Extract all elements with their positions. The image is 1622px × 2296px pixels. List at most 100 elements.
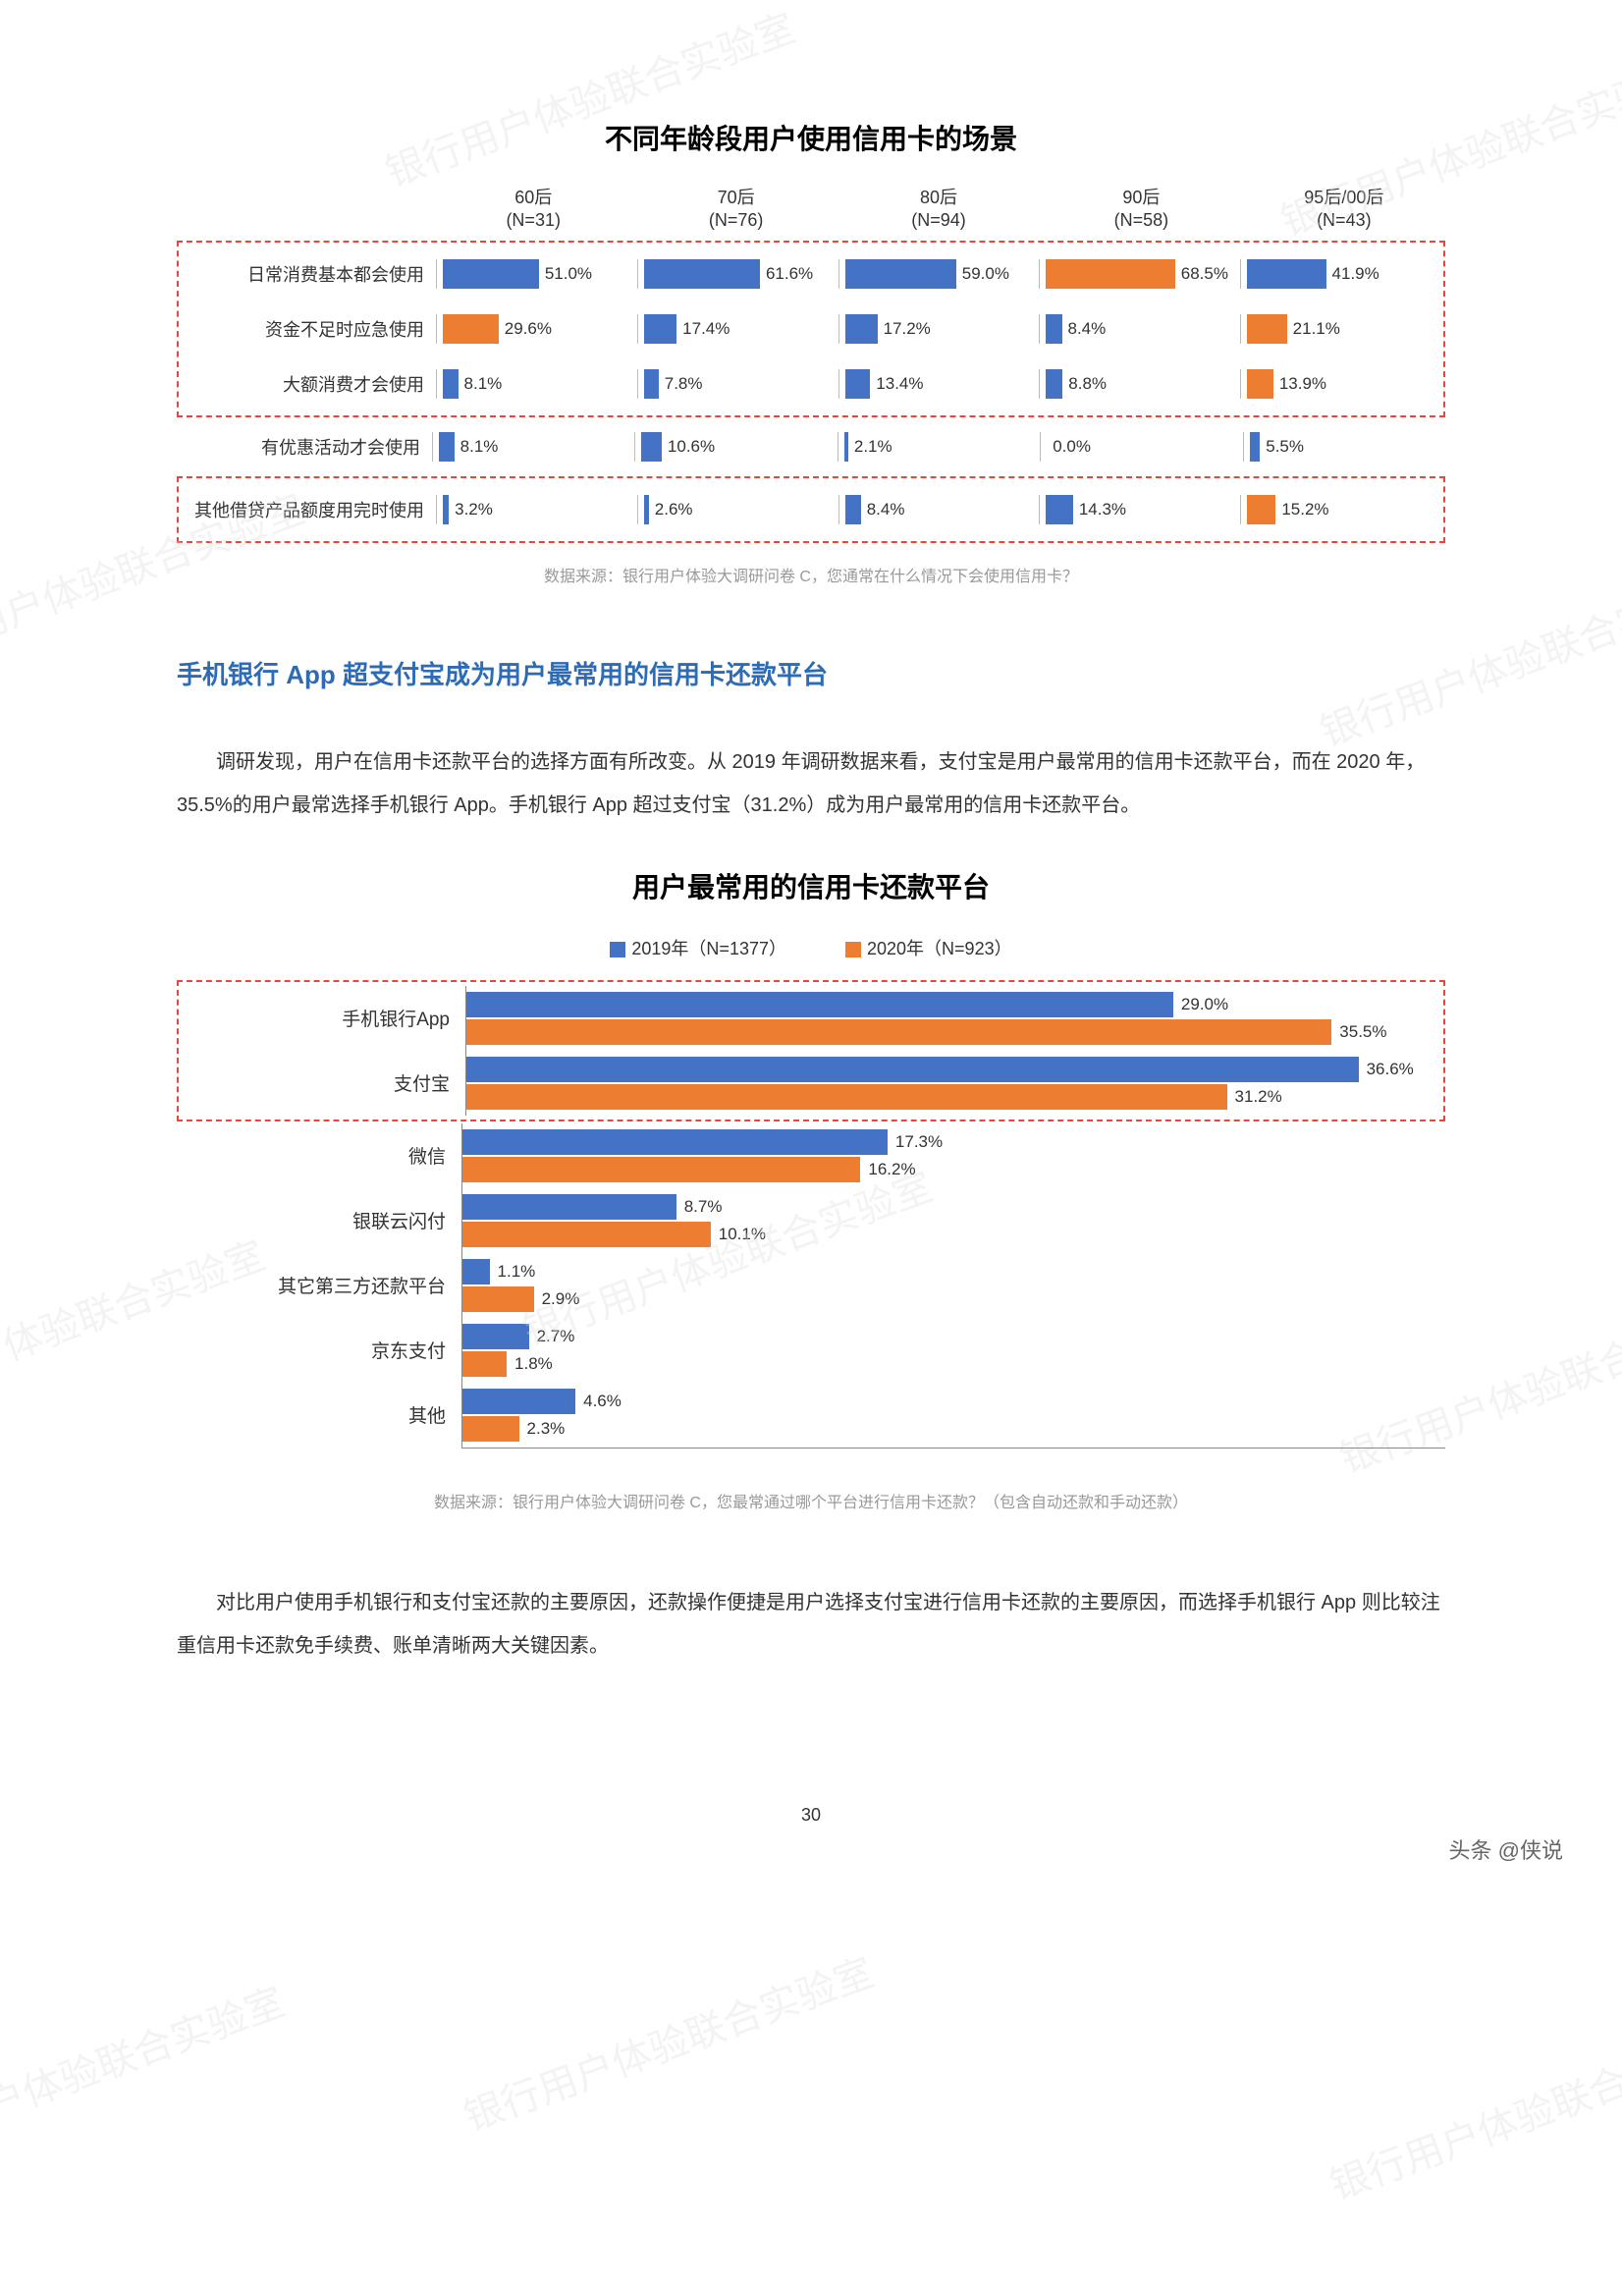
chart1-bar-value: 13.9%	[1279, 374, 1326, 394]
chart2-bar	[466, 1057, 1359, 1082]
chart2-bar-value: 2.7%	[537, 1327, 575, 1346]
chart1-bar-value: 10.6%	[668, 437, 715, 457]
chart1-bar-value: 3.2%	[455, 500, 493, 519]
legend-label: 2019年（N=1377）	[631, 939, 786, 958]
chart1-row-label: 大额消费才会使用	[181, 371, 436, 397]
chart1-col-label: 95后/00后	[1304, 188, 1383, 207]
chart1-bar-value: 8.8%	[1068, 374, 1107, 394]
chart1-bar-value: 59.0%	[962, 264, 1009, 284]
chart1-cell: 8.4%	[1039, 314, 1240, 344]
chart1-cell: 10.6%	[634, 432, 837, 462]
chart1-bar-value: 7.8%	[665, 374, 703, 394]
paragraph-2: 对比用户使用手机银行和支付宝还款的主要原因，还款操作便捷是用户选择支付宝进行信用…	[177, 1581, 1445, 1667]
chart1-bar	[1046, 495, 1072, 524]
chart1-cell: 21.1%	[1240, 314, 1441, 344]
watermark: 银行用户体验联合实验室	[455, 1941, 880, 2143]
chart2-row: 其他4.6%2.3%	[177, 1383, 1445, 1448]
chart2-bar	[462, 1194, 676, 1220]
chart1-bar	[845, 314, 878, 344]
chart2-bar-value: 29.0%	[1181, 995, 1228, 1014]
chart1-bar-value: 17.2%	[884, 319, 931, 339]
chart1-bar-value: 51.0%	[545, 264, 592, 284]
chart1-col-label: 80后	[920, 188, 957, 207]
chart2-row: 京东支付 2.7% 1.8%	[177, 1318, 1445, 1383]
chart2-bar-value: 8.7%	[684, 1197, 723, 1217]
chart1-bar	[844, 432, 848, 462]
footer-credit: 头条 @侠说	[1449, 1833, 1563, 1865]
chart1-bar	[845, 259, 956, 289]
paragraph-1: 调研发现，用户在信用卡还款平台的选择方面有所改变。从 2019 年调研数据来看，…	[177, 740, 1445, 827]
chart1-cell: 8.8%	[1039, 369, 1240, 399]
chart1-col-label: 70后	[718, 188, 755, 207]
chart2-bar-value: 4.6%	[583, 1392, 622, 1411]
chart1-title: 不同年龄段用户使用信用卡的场景	[177, 118, 1445, 157]
chart1-row-label: 有优惠活动才会使用	[177, 434, 432, 460]
chart1-col-n: (N=31)	[432, 209, 634, 232]
chart2-bar-value: 1.8%	[514, 1354, 553, 1374]
chart2-bar-value: 36.6%	[1367, 1060, 1414, 1079]
chart2-row-label: 微信	[177, 1142, 461, 1169]
chart1-bar-value: 2.6%	[655, 500, 693, 519]
chart1-cell: 8.1%	[436, 369, 637, 399]
chart1-cell: 41.9%	[1240, 259, 1441, 289]
chart1-bar-value: 17.4%	[682, 319, 730, 339]
chart1-bar	[644, 314, 676, 344]
chart1-bar	[1046, 259, 1174, 289]
watermark: 银行用户体验联合实验室	[1321, 2010, 1622, 2212]
chart2-legend-item: 2020年（N=923）	[845, 939, 1012, 958]
chart1-col-header: 95后/00后 (N=43)	[1243, 187, 1445, 233]
chart2-bar	[462, 1259, 490, 1285]
chart1-bar-value: 21.1%	[1293, 319, 1340, 339]
chart1-col-header: 90后(N=58)	[1040, 187, 1242, 233]
chart1-bar	[1247, 314, 1286, 344]
chart2-row-label: 手机银行App	[181, 1005, 465, 1031]
chart1-bar-value: 8.4%	[1068, 319, 1107, 339]
chart1-bar-value: 68.5%	[1181, 264, 1228, 284]
chart2-bar	[462, 1324, 529, 1349]
chart1-col-label: 60后	[514, 188, 552, 207]
chart1-cell: 17.4%	[637, 314, 838, 344]
chart2-row-label: 其它第三方还款平台	[177, 1272, 461, 1298]
chart1-highlight-box-2: 其他借贷产品额度用完时使用3.2%2.6%8.4%14.3%15.2%	[177, 476, 1445, 543]
chart1-bar-value: 8.4%	[867, 500, 905, 519]
chart1-cell: 2.6%	[637, 495, 838, 524]
chart1-row-label: 日常消费基本都会使用	[181, 261, 436, 287]
chart1-bar	[443, 259, 539, 289]
chart1-bar	[439, 432, 455, 462]
chart1-cell: 14.3%	[1039, 495, 1240, 524]
chart1-row: 资金不足时应急使用29.6%17.4%17.2%8.4%21.1%	[181, 301, 1441, 356]
chart1-bar	[1247, 495, 1275, 524]
chart1-cell: 61.6%	[637, 259, 838, 289]
chart1-col-header: 60后 (N=31)	[432, 187, 634, 233]
chart1-row-label: 资金不足时应急使用	[181, 316, 436, 342]
chart2-bar	[466, 992, 1173, 1017]
chart1-bar-value: 8.1%	[460, 437, 499, 457]
chart1-row: 大额消费才会使用8.1%7.8%13.4%8.8%13.9%	[181, 356, 1441, 411]
chart2-source: 数据来源：银行用户体验大调研问卷 C，您最常通过哪个平台进行信用卡还款？（包含自…	[177, 1489, 1445, 1512]
chart2: 手机银行App29.0%35.5%支付宝36.6%31.2%微信17.3%16.…	[177, 980, 1445, 1448]
chart1-col-header: 70后 (N=76)	[634, 187, 837, 233]
chart1-bar	[1247, 259, 1325, 289]
watermark: 银行用户体验联合实验室	[376, 0, 801, 197]
chart2-row-label: 支付宝	[181, 1069, 465, 1096]
chart2-axis	[461, 1448, 1445, 1477]
chart1-col-n: (N=76)	[634, 209, 837, 232]
chart2-bar-value: 1.1%	[498, 1262, 536, 1282]
chart1-cell: 8.1%	[432, 432, 634, 462]
chart1: 60后(N=31)70后(N=76)80后(N=94)90后(N=58)95后/…	[177, 187, 1445, 543]
chart1-cell: 59.0%	[838, 259, 1040, 289]
chart1-col-n: (N=43)	[1243, 209, 1445, 232]
chart2-row-label: 京东支付	[177, 1337, 461, 1363]
chart2-bar	[462, 1416, 519, 1442]
chart1-bar	[644, 495, 649, 524]
chart2-bar	[462, 1351, 507, 1377]
chart2-row: 银联云闪付8.7%10.1%	[177, 1188, 1445, 1253]
chart1-source: 数据来源：银行用户体验大调研问卷 C，您通常在什么情况下会使用信用卡？	[177, 563, 1445, 586]
chart1-bar	[644, 369, 659, 399]
chart1-bar-value: 14.3%	[1079, 500, 1126, 519]
chart1-row: 其他借贷产品额度用完时使用3.2%2.6%8.4%14.3%15.2%	[181, 482, 1441, 537]
chart2-bar	[462, 1286, 534, 1312]
chart1-col-n: (N=58)	[1040, 209, 1242, 232]
section-heading: 手机银行 App 超支付宝成为用户最常用的信用卡还款平台	[177, 655, 1445, 691]
chart2-legend: 2019年（N=1377） 2020年（N=923）	[177, 935, 1445, 960]
